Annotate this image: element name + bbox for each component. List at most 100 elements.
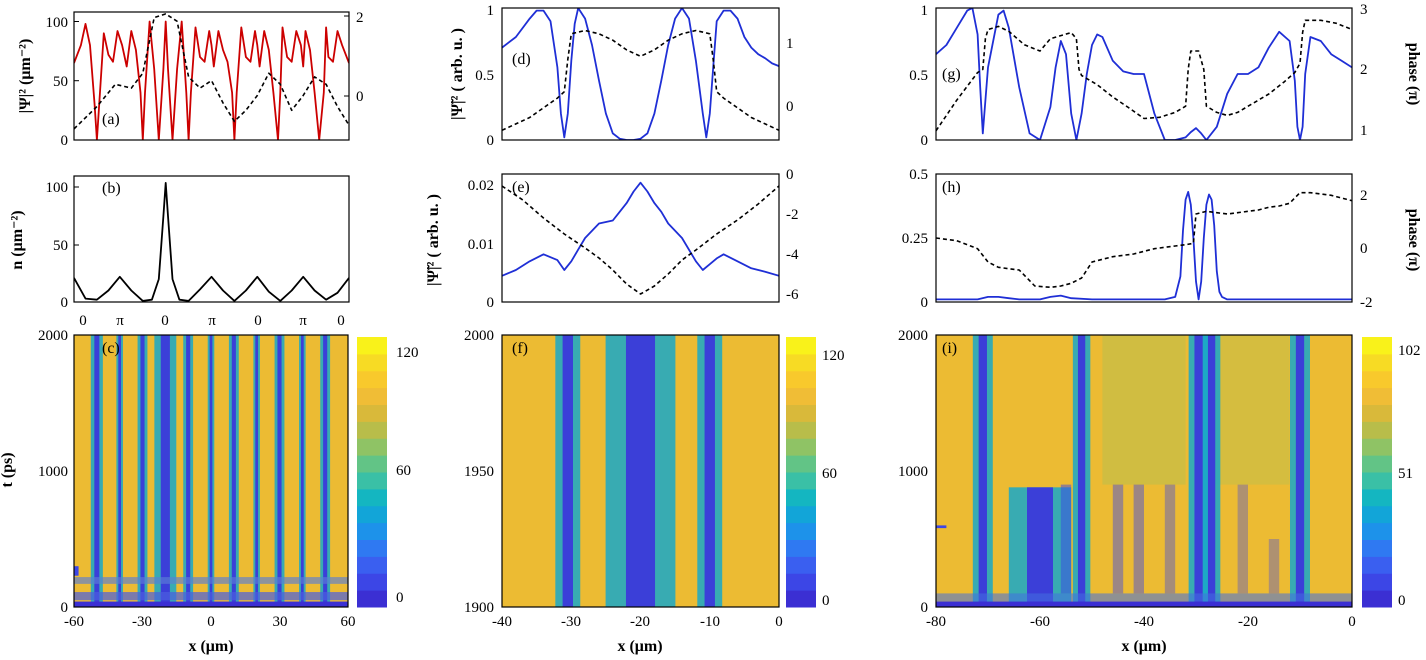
panel-f-xtick: -40	[492, 614, 512, 630]
panel-e-y2tick: -2	[786, 207, 799, 223]
panel-b-bottom-label: 0	[79, 313, 87, 329]
panel-i-xtick: -20	[1238, 614, 1258, 630]
panel-b-bottom-label: π	[116, 313, 124, 329]
panel-c-xlabel: x (μm)	[188, 638, 233, 655]
panel-i-colorbar-tick: 102	[1398, 343, 1421, 359]
panel-h-ytick: 0.5	[909, 167, 928, 183]
panel-g-y-ticks: 0 0.5 1	[909, 3, 928, 149]
panel-f-colorbar-swatch	[786, 455, 816, 473]
panel-f-colorbar-swatch	[786, 421, 816, 439]
panel-e-ytick: 0.01	[468, 237, 494, 253]
panel-i-colorbar-tick: 0	[1398, 593, 1406, 609]
panel-b-ytick-0: 0	[61, 295, 69, 311]
panel-f-stripe-core	[562, 335, 573, 607]
panel-i-colorbar-swatch	[1362, 556, 1392, 574]
panel-f-colorbar-swatch	[786, 590, 816, 608]
panel-f-colorbar-swatch	[786, 438, 816, 456]
panel-c-ytick: 1000	[38, 464, 68, 480]
panel-c-stripe-core	[140, 335, 145, 607]
panel-h-y2tick: -2	[1360, 295, 1373, 311]
panel-c-stripes	[90, 335, 331, 607]
panel-g-y2-ticks: 1 2 3	[1360, 2, 1368, 139]
panel-g-series-phase-line	[936, 19, 1352, 132]
panel-g-ytick: 0.5	[909, 68, 928, 84]
panel-c-heatmap	[74, 335, 348, 607]
panel-i-stripes	[972, 335, 1310, 607]
panel-c-colorbar-tick: 60	[396, 463, 411, 479]
panel-e-y-ticks: 0 0.01 0.02	[468, 178, 494, 311]
panel-e-frame	[501, 173, 780, 303]
panel-i-disorder	[936, 484, 1352, 607]
panel-b-ylabel: n (μm⁻²)	[9, 210, 26, 269]
panel-h-label: (h)	[942, 179, 961, 196]
panel-a: 0 50 100 0 2 |Ψ|² (μm⁻²) (a)	[17, 10, 364, 149]
panel-g: 0 0.5 1 1 2 3 phase (π) (g)	[909, 2, 1422, 149]
panel-c-xtick: -60	[64, 614, 84, 630]
panel-c-stripe-core	[160, 335, 170, 607]
panel-f-xtick: 0	[775, 614, 783, 630]
panel-d: 0 0.5 1 0 1 |Ψ̃|² ( arb. u. ) (d)	[449, 3, 794, 149]
panel-c-colorbar-swatches	[357, 337, 387, 608]
panel-e-y2-ticks: 0 -2 -4 -6	[786, 167, 799, 303]
panel-a-label: (a)	[102, 111, 120, 128]
panel-a-y2tick-0: 0	[356, 89, 364, 105]
panel-f-stripes	[555, 335, 723, 607]
panel-i-stripe-core	[1027, 487, 1053, 607]
panel-c-colorbar-swatch	[357, 438, 387, 456]
panel-g-frame	[935, 7, 1353, 141]
panel-i-stripe-core	[1207, 335, 1216, 607]
panel-a-series-density-line	[74, 20, 349, 140]
panel-c-colorbar-swatch	[357, 353, 387, 372]
panel-f: -40 -30 -20 -10 0 1900 1950 2000 x (μm) …	[464, 328, 845, 655]
panel-c-colorbar-swatch	[357, 573, 387, 591]
panel-c-x-ticks: -60 -30 0 30 60	[64, 614, 356, 630]
panel-g-series-density-line	[936, 8, 1352, 140]
panel-f-heatmap	[502, 335, 779, 607]
panel-c-stripe-core	[277, 335, 282, 607]
panel-i-colorbar-swatch	[1362, 573, 1392, 591]
panel-c-xtick: -30	[132, 614, 152, 630]
panel-i-ytick: 2000	[898, 328, 928, 344]
panel-b-ytick-2: 100	[46, 180, 69, 196]
panel-i-xtick: -60	[1030, 614, 1050, 630]
panel-f-colorbar-swatch	[786, 573, 816, 591]
panel-d-label: (d)	[512, 51, 531, 68]
panel-d-y2tick: 0	[786, 99, 794, 115]
panel-c-stripe-core	[323, 335, 328, 607]
panel-f-xtick: -10	[700, 614, 720, 630]
panel-i-stripe-core	[1295, 335, 1305, 607]
panel-e-ylabel: |Ψ̃|² ( arb. u. )	[425, 194, 442, 286]
panel-c-label: (c)	[102, 340, 120, 357]
panel-d-ytick: 0	[487, 133, 495, 149]
panel-d-y2-ticks: 0 1	[786, 36, 794, 115]
panel-h-y2-ticks: -2 0 2	[1360, 188, 1373, 311]
panel-c-colorbar-swatch	[357, 472, 387, 490]
panel-i-colorbar-swatch	[1362, 387, 1392, 405]
panel-i-xtick: -40	[1134, 614, 1154, 630]
panel-i-stripe-core	[1194, 335, 1203, 607]
panel-f-colorbar-swatch	[786, 387, 816, 405]
panel-h-ytick: 0.25	[902, 231, 928, 247]
panel-g-y2tick: 2	[1360, 62, 1368, 78]
panel-a-ylabel: |Ψ|² (μm⁻²)	[17, 39, 34, 114]
panel-i-colorbar-swatch	[1362, 488, 1392, 507]
panel-i-colorbar-swatches	[1362, 337, 1392, 608]
panel-i-colorbar-swatch	[1362, 438, 1392, 456]
panel-i: -80 -60 -40 -20 0 0 1000 2000 x (μm) (i)…	[898, 328, 1421, 655]
panel-a-y2-ticks: 0 2	[344, 10, 364, 105]
panel-i-colorbar-swatch	[1362, 337, 1392, 355]
panel-c-colorbar-tick: 120	[396, 345, 419, 361]
panel-i-stripe-core	[1077, 335, 1086, 607]
panel-i-colorbar: 0 51 102	[1362, 337, 1421, 609]
panel-c-xtick: 30	[273, 614, 288, 630]
panel-i-colorbar-swatch	[1362, 455, 1392, 473]
panel-g-label: (g)	[942, 66, 961, 83]
panel-e-ytick: 0	[487, 295, 495, 311]
panel-h: 0 0.25 0.5 -2 0 2 phase (π) (h)	[902, 167, 1422, 311]
panel-b-bottom-label: 0	[337, 313, 345, 329]
panel-i-colorbar-swatch	[1362, 522, 1392, 540]
panel-e: 0 0.01 0.02 0 -2 -4 -6 |Ψ̃|² ( arb. u. )…	[425, 167, 799, 311]
panel-c-ylabel: t (ps)	[0, 452, 16, 487]
panel-i-xtick: 0	[1348, 614, 1356, 630]
panel-c-colorbar-swatch	[357, 488, 387, 507]
